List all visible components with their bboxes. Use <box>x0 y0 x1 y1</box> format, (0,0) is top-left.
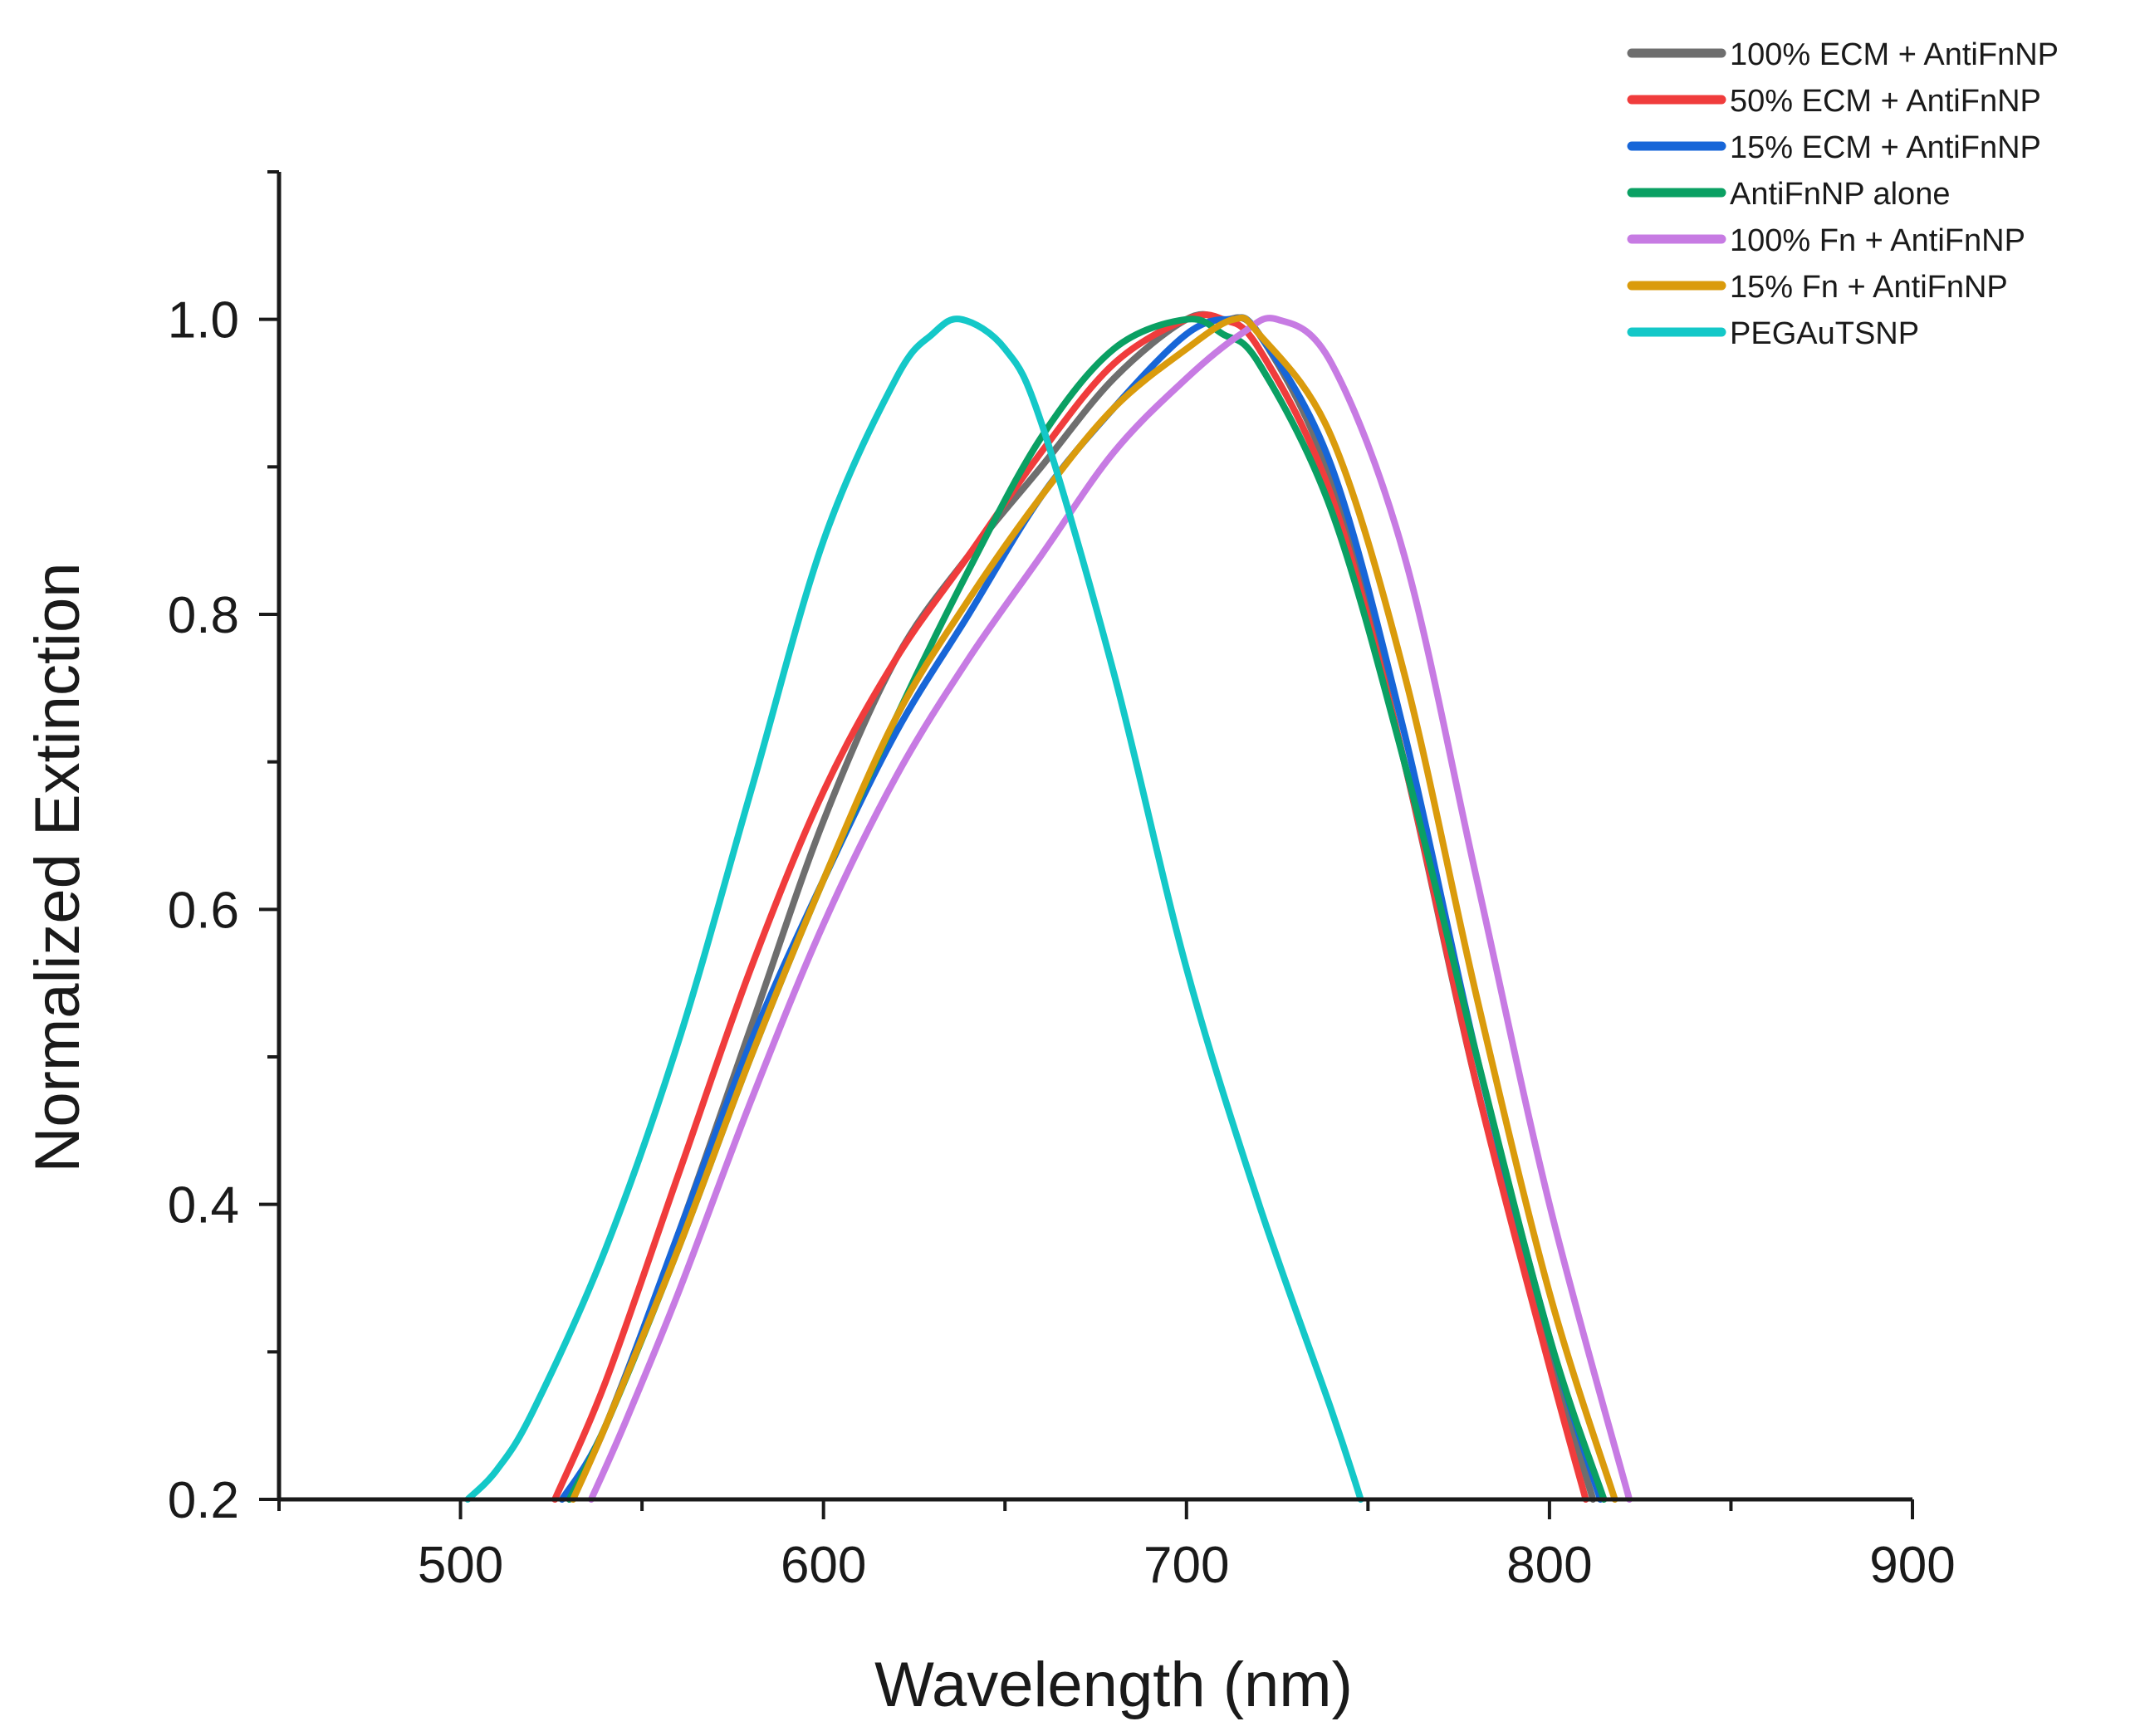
legend-label-3: AntiFnNP alone <box>1730 177 1950 212</box>
legend-label-0: 100% ECM + AntiFnNP <box>1730 37 2059 72</box>
x-axis-title: Wavelength (nm) <box>874 1650 1353 1720</box>
plot-lines <box>464 311 1633 1503</box>
legend-label-5: 15% Fn + AntiFnNP <box>1730 270 2008 305</box>
y-tick-label: 1.0 <box>168 292 239 350</box>
series-line-5 <box>570 314 1618 1503</box>
y-axis-title: Normalized Extinction <box>22 563 93 1173</box>
legend-label-1: 50% ECM + AntiFnNP <box>1730 84 2041 119</box>
y-tick-label: 0.2 <box>168 1472 239 1529</box>
legend-label-2: 15% ECM + AntiFnNP <box>1730 130 2041 165</box>
x-tick-label: 700 <box>1143 1537 1229 1594</box>
x-tick-label: 900 <box>1869 1537 1955 1594</box>
legend-label-4: 100% Fn + AntiFnNP <box>1730 223 2025 258</box>
axes <box>277 172 1912 1502</box>
legend-label-6: PEGAuTSNP <box>1730 316 1919 351</box>
y-tick-label: 0.4 <box>168 1177 239 1235</box>
x-tick-label: 600 <box>781 1537 866 1594</box>
y-tick-label: 0.8 <box>168 587 239 644</box>
x-tick-label: 800 <box>1506 1537 1592 1594</box>
series-line-4 <box>587 315 1633 1503</box>
x-tick-label: 500 <box>418 1537 503 1594</box>
series-line-3 <box>566 315 1608 1503</box>
series-line-6 <box>464 315 1364 1503</box>
ticks <box>259 170 1914 1519</box>
legend: 100% ECM + AntiFnNP 50% ECM + AntiFnNP 15%… <box>1627 37 2059 351</box>
y-tick-label: 0.6 <box>168 882 239 939</box>
series-line-1 <box>551 311 1589 1503</box>
tick-labels: 500 600 700 800 900 0.2 0.4 0.6 0.8 1.0 <box>168 292 1956 1594</box>
